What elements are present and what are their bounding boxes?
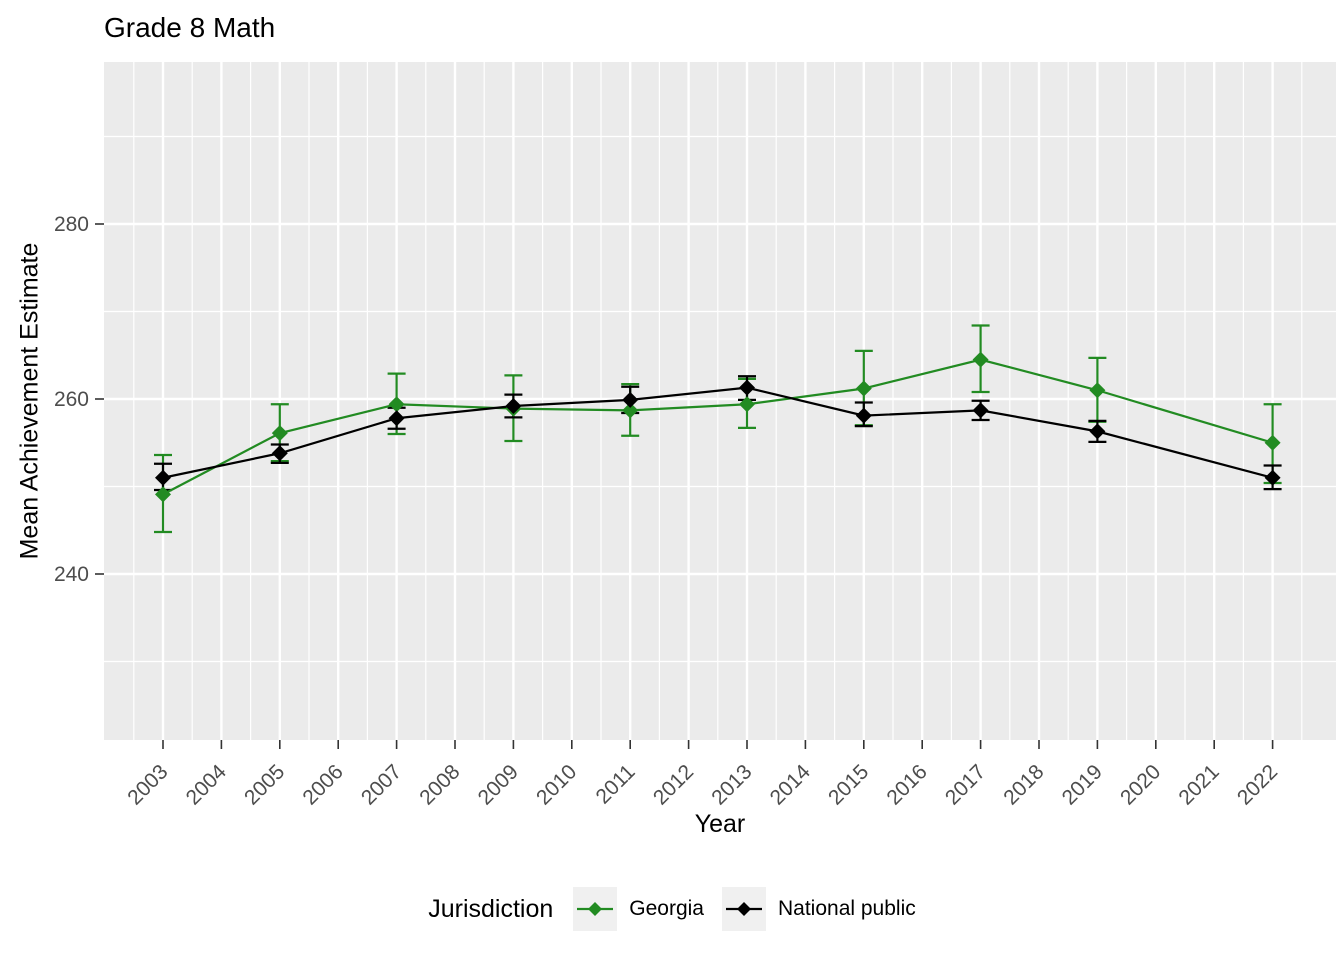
data-point-national-public xyxy=(972,402,989,419)
legend-label: National public xyxy=(778,897,916,920)
data-point-georgia xyxy=(388,396,405,413)
series-line-national-public xyxy=(162,386,1273,479)
data-point-georgia xyxy=(855,380,872,397)
y-tick-label: 260 xyxy=(54,388,89,411)
legend-key-glyph xyxy=(726,902,762,916)
data-point-national-public xyxy=(855,407,872,424)
x-tick-label: 2022 xyxy=(1233,760,1282,809)
data-point-national-public xyxy=(1089,423,1106,440)
data-point-georgia xyxy=(1264,434,1281,451)
data-point-national-public xyxy=(505,398,522,414)
x-tick-label: 2011 xyxy=(592,760,640,808)
chart-title: Grade 8 Math xyxy=(104,12,276,43)
panel-background xyxy=(104,62,1336,740)
x-tick-label: 2018 xyxy=(999,760,1048,809)
x-tick-label: 2006 xyxy=(298,760,347,809)
x-tick-label: 2014 xyxy=(766,760,816,810)
x-tick-label: 2008 xyxy=(415,760,464,809)
x-tick-label: 2004 xyxy=(182,760,232,810)
x-tick-label: 2019 xyxy=(1058,760,1107,809)
legend-label: Georgia xyxy=(629,897,704,920)
data-point-georgia xyxy=(155,486,171,503)
legend-diamond xyxy=(737,902,751,916)
legend-diamond xyxy=(588,902,603,916)
data-point-national-public xyxy=(622,391,639,408)
legend-key-icon xyxy=(573,887,618,931)
data-point-national-public xyxy=(1264,469,1281,486)
x-tick-label: 2015 xyxy=(824,760,873,809)
x-tick-label: 2013 xyxy=(707,760,756,809)
data-point-national-public xyxy=(155,469,171,486)
x-tick-label: 2021 xyxy=(1174,760,1223,809)
x-tick-label: 2003 xyxy=(123,760,172,809)
legend-key-glyph xyxy=(577,902,614,916)
x-tick-label: 2017 xyxy=(941,760,990,809)
data-point-georgia xyxy=(739,396,755,413)
y-tick-label: 280 xyxy=(54,213,89,236)
x-tick-label: 2005 xyxy=(240,760,289,809)
legend-items: Georgia National public xyxy=(573,887,916,931)
data-point-georgia xyxy=(972,351,989,368)
data-point-national-public xyxy=(388,410,405,427)
series-line-georgia xyxy=(162,358,1273,496)
x-tick-label: 2007 xyxy=(357,760,406,809)
x-tick-label: 2009 xyxy=(474,760,523,809)
x-tick-label: 2010 xyxy=(532,760,581,809)
legend-item-national-public: National public xyxy=(722,887,916,931)
y-tick-label: 240 xyxy=(54,563,89,586)
x-tick-label: 2016 xyxy=(882,760,931,809)
x-tick-label: 2012 xyxy=(649,760,698,809)
legend-item-georgia: Georgia xyxy=(573,887,704,931)
legend: Jurisdiction Georgia National public xyxy=(0,876,1344,942)
data-point-national-public xyxy=(739,379,755,396)
data-point-georgia xyxy=(622,402,639,419)
legend-title: Jurisdiction xyxy=(428,894,554,923)
data-point-georgia xyxy=(271,425,288,442)
data-point-national-public xyxy=(271,445,288,462)
x-axis-title: Year xyxy=(694,810,746,838)
data-point-georgia xyxy=(1089,382,1106,399)
legend-key-icon xyxy=(722,887,766,931)
x-tick-label: 2020 xyxy=(1116,760,1165,809)
